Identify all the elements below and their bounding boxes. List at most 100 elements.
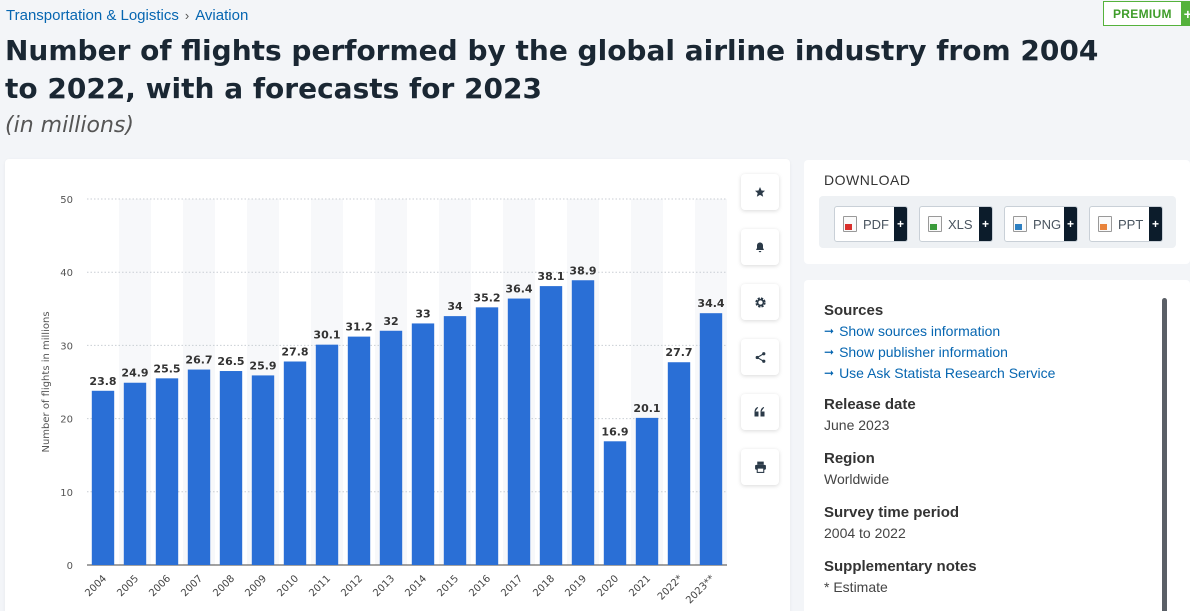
download-xls-button[interactable]: XLS + [919,206,993,242]
x-tick-label: 2005 [115,573,141,599]
data-label: 34 [447,300,463,313]
plus-icon: + [1149,207,1162,241]
cite-button[interactable] [741,394,779,430]
bar [667,362,691,565]
bar [699,313,723,565]
plus-icon: + [979,207,992,241]
ppt-file-icon [1098,216,1112,232]
show-publisher-label: Show publisher information [839,344,1008,360]
arrow-right-icon: ➞ [824,345,835,359]
breadcrumb-separator: › [184,8,190,23]
data-label: 27.7 [665,346,692,359]
data-label: 25.5 [153,362,180,375]
print-button[interactable] [741,449,779,485]
data-label: 31.2 [345,321,372,334]
data-label: 38.9 [569,264,596,277]
breadcrumb: Transportation & Logistics › Aviation [6,7,248,24]
bar [91,390,115,565]
arrow-right-icon: ➞ [824,324,835,338]
download-pdf-label: PDF [863,216,889,232]
data-label: 26.5 [217,355,244,368]
survey-period-heading: Survey time period [824,504,960,521]
data-label: 36.4 [505,283,532,296]
breadcrumb-item-transportation[interactable]: Transportation & Logistics [6,7,179,24]
data-label: 33 [415,307,430,320]
star-icon [755,187,765,197]
bar [635,417,659,565]
x-tick-label: 2020 [595,573,621,599]
share-icon [755,351,765,363]
bar [187,369,211,565]
bar [603,441,627,565]
plus-icon: + [894,207,907,241]
quote-icon [754,407,765,417]
bar [123,382,147,565]
x-tick-label: 2016 [467,573,493,599]
notification-button[interactable] [741,229,779,265]
premium-label: PREMIUM [1113,6,1172,21]
y-tick-label: 10 [60,488,73,499]
x-tick-label: 2021 [627,573,653,599]
plus-icon: + [1064,207,1077,241]
data-label: 32 [383,315,398,328]
region-value: Worldwide [824,471,890,487]
chart-toolbar [741,174,779,485]
bar [219,371,243,565]
data-label: 24.9 [121,367,148,380]
y-tick-label: 30 [60,341,73,352]
data-label: 23.8 [89,375,116,388]
show-publisher-link[interactable]: ➞ Show publisher information [824,344,1154,360]
breadcrumb-item-aviation[interactable]: Aviation [195,7,249,24]
y-tick-label: 20 [60,415,73,426]
survey-period-value: 2004 to 2022 [824,525,906,541]
x-tick-label: 2013 [371,573,397,599]
premium-badge[interactable]: PREMIUM + [1103,1,1190,26]
x-tick-label: 2017 [499,573,525,599]
bar [475,307,499,565]
data-label: 30.1 [313,329,340,342]
x-tick-label: 2008 [211,573,237,599]
download-ppt-button[interactable]: PPT + [1089,206,1163,242]
bar [379,330,403,565]
x-tick-label: 2018 [531,573,557,599]
download-ppt-label: PPT [1118,216,1144,232]
bar [411,323,435,565]
x-tick-label: 2006 [147,573,173,599]
bar [507,298,531,565]
data-label: 16.9 [601,425,628,438]
download-xls-label: XLS [948,216,973,232]
scrollbar[interactable] [1162,298,1167,611]
release-date-heading: Release date [824,396,916,413]
data-label: 26.7 [185,354,212,367]
supplementary-notes-heading: Supplementary notes [824,558,977,575]
x-tick-label: 2010 [275,573,301,599]
download-pdf-button[interactable]: PDF + [834,206,908,242]
x-tick-label: 2015 [435,573,461,599]
bar [251,375,275,565]
data-label: 35.2 [473,291,500,304]
download-panel: DOWNLOAD PDF + XLS + PNG + PPT + [804,160,1190,264]
print-icon [754,461,766,473]
favorite-button[interactable] [741,174,779,210]
settings-button[interactable] [741,284,779,320]
data-label: 34.4 [697,297,724,310]
x-tick-label: 2022* [656,573,685,602]
x-tick-label: 2011 [307,573,333,599]
bar [347,336,371,565]
region-heading: Region [824,450,875,467]
x-tick-label: 2023** [684,573,717,606]
bar [315,344,339,565]
y-tick-label: 0 [67,561,73,572]
download-png-label: PNG [1033,216,1062,232]
ask-statista-label: Use Ask Statista Research Service [839,365,1056,381]
x-tick-label: 2007 [179,573,205,599]
sources-heading: Sources [824,302,884,319]
download-png-button[interactable]: PNG + [1004,206,1078,242]
show-sources-link[interactable]: ➞ Show sources information [824,323,1154,339]
bar [283,361,307,565]
data-label: 38.1 [537,270,564,283]
release-date-value: June 2023 [824,417,890,433]
ask-statista-link[interactable]: ➞ Use Ask Statista Research Service [824,365,1154,381]
share-button[interactable] [741,339,779,375]
x-tick-label: 2014 [403,573,429,599]
